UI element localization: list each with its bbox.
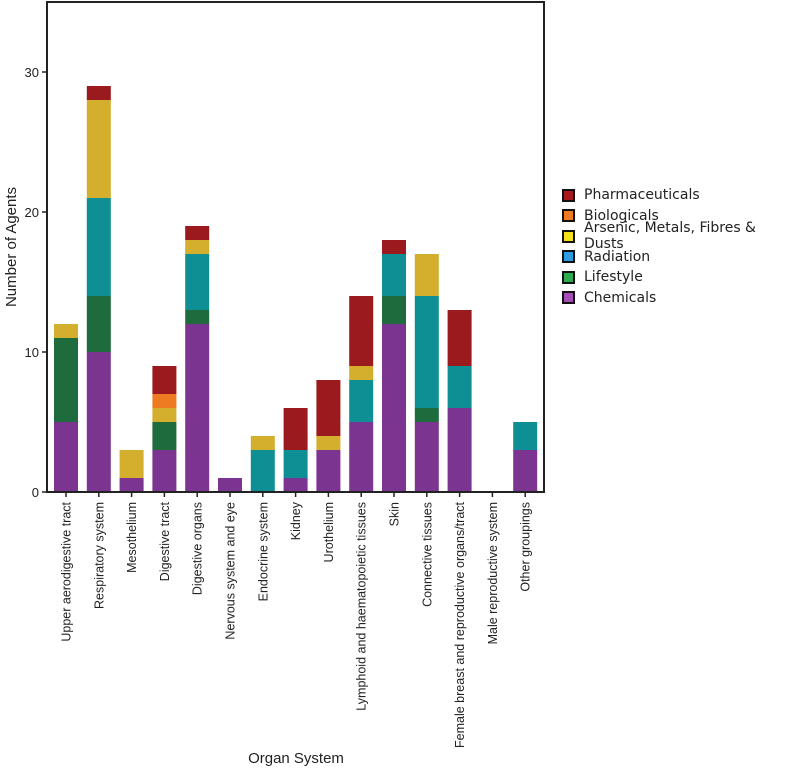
bar-segment-connective-tissues-lifestyle — [414, 408, 439, 422]
x-tick-label-respiratory-system: Respiratory system — [92, 502, 106, 609]
legend-item-radiation: Radiation — [562, 247, 800, 268]
legend-item-lifestyle: Lifestyle — [562, 267, 800, 288]
x-tick-label-digestive-organs: Digestive organs — [191, 502, 205, 595]
bar-segment-endocrine-system-radiation — [250, 450, 275, 492]
bar-segment-endocrine-system-arsenic-metals-fibres-dusts — [250, 436, 275, 450]
bar-segment-digestive-organs-lifestyle — [185, 310, 210, 324]
bar-segment-digestive-tract-pharmaceuticals — [152, 366, 177, 394]
bar-segment-mesothelium-chemicals — [119, 478, 144, 492]
x-tick-label-other-groupings: Other groupings — [519, 502, 533, 592]
x-tick-label-connective-tissues: Connective tissues — [420, 502, 434, 607]
bar-segment-urothelium-pharmaceuticals — [316, 380, 341, 436]
bar-segment-skin-chemicals — [382, 324, 406, 492]
bar-segment-digestive-organs-arsenic-metals-fibres-dusts — [185, 240, 210, 254]
bar-segment-connective-tissues-radiation — [414, 296, 439, 408]
y-tick-label: 10 — [25, 345, 39, 360]
legend-item-arsenic-metals-fibres-dusts: Arsenic, Metals, Fibres & Dusts — [562, 220, 800, 252]
bars-layer — [54, 86, 538, 492]
x-tick-label-skin: Skin — [388, 502, 402, 526]
bar-segment-female-breast-and-reproductive-organs-tract-radiation — [447, 366, 472, 408]
bar-segment-respiratory-system-arsenic-metals-fibres-dusts — [86, 100, 111, 198]
x-tick-label-kidney: Kidney — [289, 501, 303, 540]
bar-segment-skin-radiation — [382, 254, 406, 296]
bar-segment-kidney-chemicals — [283, 478, 308, 492]
y-axis-label: Number of Agents — [3, 187, 20, 307]
legend-item-chemicals: Chemicals — [562, 288, 800, 309]
x-tick-label-upper-aerodigestive-tract: Upper aerodigestive tract — [60, 501, 74, 641]
y-tick-label: 20 — [25, 205, 39, 220]
x-tick-label-male-reproductive-system: Male reproductive system — [486, 502, 500, 644]
x-tick-label-digestive-tract: Digestive tract — [158, 501, 172, 581]
bar-segment-upper-aerodigestive-tract-arsenic-metals-fibres-dusts — [54, 324, 78, 338]
legend-label: Biologicals — [584, 207, 659, 224]
bar-segment-digestive-tract-chemicals — [152, 450, 177, 492]
bar-segment-skin-pharmaceuticals — [382, 240, 406, 254]
bar-segment-upper-aerodigestive-tract-chemicals — [54, 422, 78, 492]
legend: Pharmaceuticals Biologicals Arsenic, Metal… — [562, 185, 800, 308]
bar-segment-kidney-radiation — [283, 450, 308, 478]
bar-segment-female-breast-and-reproductive-organs-tract-pharmaceuticals — [447, 310, 472, 366]
bar-segment-digestive-tract-arsenic-metals-fibres-dusts — [152, 408, 177, 422]
bar-segment-other-groupings-radiation — [513, 422, 538, 450]
x-axis-label: Organ System — [248, 750, 344, 767]
bar-segment-urothelium-chemicals — [316, 450, 341, 492]
bar-segment-connective-tissues-chemicals — [414, 422, 439, 492]
y-axis: 0 10 20 30 — [25, 65, 47, 500]
bar-segment-lymphoid-and-haematopoietic-tissues-chemicals — [349, 422, 374, 492]
legend-swatch — [562, 270, 575, 284]
bar-segment-upper-aerodigestive-tract-lifestyle — [54, 338, 78, 422]
bar-segment-respiratory-system-radiation — [86, 198, 111, 296]
legend-label: Chemicals — [584, 289, 657, 306]
bar-segment-nervous-system-and-eye-chemicals — [218, 478, 242, 492]
legend-swatch — [562, 209, 575, 223]
bar-segment-respiratory-system-lifestyle — [86, 296, 111, 352]
legend-swatch — [562, 291, 575, 305]
legend-item-pharmaceuticals: Pharmaceuticals — [562, 185, 800, 206]
legend-swatch — [562, 250, 575, 264]
y-tick-label: 30 — [25, 65, 39, 80]
bar-segment-kidney-pharmaceuticals — [283, 408, 308, 450]
legend-swatch — [562, 229, 575, 243]
bar-segment-lymphoid-and-haematopoietic-tissues-arsenic-metals-fibres-dusts — [349, 366, 374, 380]
bar-segment-digestive-organs-pharmaceuticals — [185, 226, 210, 240]
x-tick-label-mesothelium: Mesothelium — [125, 502, 139, 573]
legend-label: Lifestyle — [584, 269, 643, 286]
bar-segment-connective-tissues-arsenic-metals-fibres-dusts — [414, 254, 439, 296]
legend-swatch — [562, 188, 575, 202]
bar-segment-digestive-organs-chemicals — [185, 324, 210, 492]
x-tick-label-nervous-system-and-eye: Nervous system and eye — [224, 502, 238, 640]
x-tick-label-endocrine-system: Endocrine system — [256, 502, 270, 601]
bar-segment-digestive-tract-biologicals — [152, 394, 177, 408]
legend-label: Radiation — [584, 248, 651, 265]
bar-segment-other-groupings-chemicals — [513, 450, 538, 492]
y-tick-label: 0 — [32, 485, 39, 500]
bar-segment-respiratory-system-pharmaceuticals — [86, 86, 111, 100]
legend-label: Pharmaceuticals — [584, 187, 700, 204]
bar-segment-female-breast-and-reproductive-organs-tract-chemicals — [447, 408, 472, 492]
x-axis: Upper aerodigestive tract Respiratory sys… — [60, 492, 533, 748]
legend-item-biologicals: Biologicals — [562, 206, 800, 227]
bar-segment-skin-lifestyle — [382, 296, 406, 324]
bar-segment-lymphoid-and-haematopoietic-tissues-radiation — [349, 380, 374, 422]
bar-segment-digestive-organs-radiation — [185, 254, 210, 310]
x-tick-label-lymphoid-and-haematopoietic-tissues: Lymphoid and haematopoietic tissues — [355, 502, 369, 711]
legend-label: Arsenic, Metals, Fibres & Dusts — [584, 220, 756, 253]
bar-segment-urothelium-arsenic-metals-fibres-dusts — [316, 436, 341, 450]
bar-segment-mesothelium-arsenic-metals-fibres-dusts — [119, 450, 144, 478]
bar-segment-lymphoid-and-haematopoietic-tissues-pharmaceuticals — [349, 296, 374, 366]
bar-segment-digestive-tract-lifestyle — [152, 422, 177, 450]
x-tick-label-urothelium: Urothelium — [322, 502, 336, 562]
x-tick-label-female-breast-and-reproductive-organs-tract: Female breast and reproductive organs/tr… — [453, 501, 467, 747]
bar-segment-respiratory-system-chemicals — [86, 352, 111, 492]
